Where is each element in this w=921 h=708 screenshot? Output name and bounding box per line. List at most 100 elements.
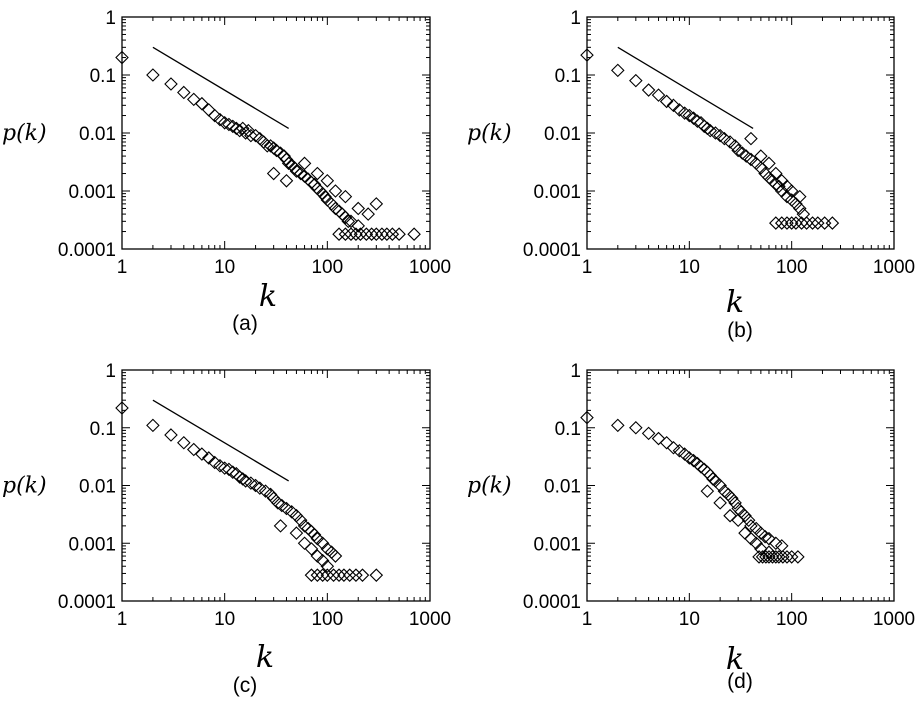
data-point <box>641 83 656 97</box>
y-tick-label: 0.1 <box>555 419 581 440</box>
plot-frame <box>586 369 895 602</box>
data-point <box>682 108 697 123</box>
data-point <box>765 550 780 564</box>
data-point <box>659 94 674 109</box>
data-point <box>580 410 594 425</box>
data-point <box>349 568 363 582</box>
data-point <box>318 189 332 204</box>
data-point <box>201 103 216 117</box>
y-tick-label: 0.1 <box>555 66 581 87</box>
data-point <box>226 465 240 479</box>
data-point <box>799 216 814 230</box>
data-point <box>713 478 727 493</box>
data-point <box>713 496 727 510</box>
x-axis-label: k <box>726 285 744 320</box>
data-point <box>297 536 312 551</box>
data-point <box>738 526 752 540</box>
data-point <box>805 216 820 230</box>
data-point <box>146 418 160 433</box>
data-point <box>269 143 284 158</box>
data-point <box>752 550 766 564</box>
data-point <box>725 491 739 506</box>
data-point <box>307 528 322 542</box>
data-point <box>735 146 750 160</box>
data-point <box>115 50 129 65</box>
x-tick-label: 1000 <box>409 257 451 278</box>
data-point <box>217 461 232 475</box>
x-axis-label: k <box>726 642 744 677</box>
data-point <box>328 201 343 216</box>
plot-frame <box>586 16 895 250</box>
data-point <box>351 201 366 216</box>
data-point <box>186 442 201 457</box>
data-point <box>364 227 379 241</box>
data-point <box>784 184 799 198</box>
data-point <box>580 48 594 62</box>
data-point <box>686 453 701 468</box>
panel-label: (b) <box>727 319 753 342</box>
y-tick-label: 0.01 <box>79 477 116 498</box>
y-tick-label: 0.01 <box>544 477 581 498</box>
y-tick-label: 0.01 <box>544 124 581 145</box>
y-tick-label: 0.1 <box>90 419 116 440</box>
data-point <box>217 116 232 130</box>
x-tick-label: 1 <box>117 609 128 630</box>
data-point <box>784 550 799 564</box>
panel-label: (c) <box>233 674 258 697</box>
data-point <box>759 550 773 564</box>
data-point <box>744 152 758 167</box>
data-point <box>774 216 789 230</box>
y-axis-label-text: p(k) <box>2 474 47 499</box>
x-tick-label: 1000 <box>873 257 915 278</box>
data-point <box>328 549 343 563</box>
data-point <box>244 476 258 490</box>
reference-slope-line <box>617 46 754 129</box>
x-tick-label: 1000 <box>873 609 915 630</box>
data-point <box>164 428 178 442</box>
data-point <box>717 131 732 146</box>
data-point <box>320 559 335 574</box>
data-point <box>769 550 783 564</box>
y-axis-label-text: p(k) <box>467 474 512 499</box>
data-point <box>375 227 389 241</box>
data-point <box>741 513 756 528</box>
data-point <box>115 401 129 415</box>
data-point <box>324 545 339 559</box>
y-tick-label: 0.001 <box>68 534 116 555</box>
data-point <box>248 478 263 493</box>
data-point <box>338 189 353 204</box>
data-point <box>263 139 278 153</box>
data-point <box>385 227 400 241</box>
reference-slope-line <box>152 399 289 482</box>
data-point <box>332 227 346 241</box>
data-point <box>792 189 807 204</box>
data-point <box>195 447 209 461</box>
data-point <box>629 73 643 88</box>
y-tick-label: 0.0001 <box>523 240 581 261</box>
x-tick-label: 100 <box>776 609 808 630</box>
y-tick-label: 1 <box>570 361 581 382</box>
data-point <box>666 98 681 113</box>
data-point <box>651 88 666 102</box>
data-point <box>769 216 783 230</box>
data-point <box>762 545 776 559</box>
data-point <box>791 550 805 564</box>
data-point <box>207 108 222 123</box>
y-tick-label: 1 <box>105 8 116 29</box>
data-point <box>310 568 325 582</box>
x-tick-label: 100 <box>311 257 343 278</box>
reference-slope-line <box>152 46 289 129</box>
x-tick-label: 1 <box>117 257 128 278</box>
data-point <box>271 496 285 510</box>
y-axis-label: p(k) <box>2 474 47 499</box>
data-point <box>677 106 692 120</box>
data-point <box>355 568 370 582</box>
data-point <box>359 227 374 241</box>
data-point <box>177 85 191 100</box>
y-tick-label: 0.01 <box>79 124 116 145</box>
data-point <box>762 531 776 546</box>
y-tick-label: 0.001 <box>533 182 581 203</box>
data-point <box>338 210 353 225</box>
data-point <box>293 166 308 181</box>
chart-panel-4: 1 10 100 1000 1 0.1 0.01 0.001 0.0001 p(k) k(d) <box>467 361 915 693</box>
